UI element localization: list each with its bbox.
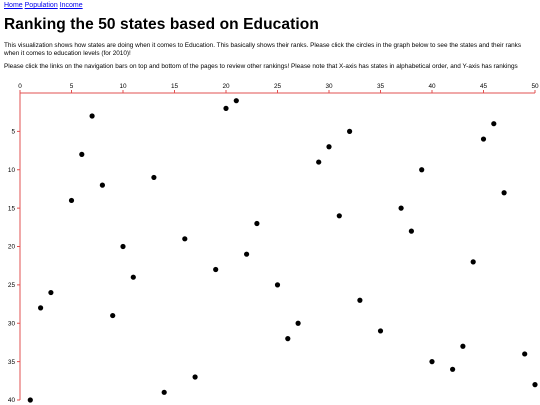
x-tick: 20 (222, 83, 230, 93)
data-point[interactable] (120, 243, 126, 250)
x-tick-label: 45 (480, 83, 488, 90)
data-point[interactable] (460, 343, 466, 349)
data-point[interactable] (110, 312, 116, 319)
x-tick: 0 (18, 83, 22, 93)
data-point[interactable] (161, 389, 167, 395)
data-point[interactable] (89, 113, 95, 119)
data-point[interactable] (429, 359, 435, 365)
x-tick-label: 50 (531, 83, 539, 90)
nav-link-population[interactable]: Population (24, 2, 58, 9)
scatter-chart: 0 5 10 15 20 25 30 35 40 45 50 5 10 15 20 25 30 35 40 (8, 83, 539, 404)
data-point[interactable] (316, 159, 322, 165)
y-tick-label: 5 (11, 129, 15, 136)
y-tick-label: 20 (8, 244, 16, 251)
data-point[interactable] (182, 236, 188, 242)
y-tick-label: 35 (8, 359, 16, 366)
x-tick-label: 40 (428, 83, 436, 90)
x-tick-label: 5 (70, 83, 74, 90)
data-point[interactable] (470, 259, 476, 265)
data-point[interactable] (377, 328, 384, 334)
x-tick-label: 35 (377, 83, 385, 90)
x-tick: 50 (531, 83, 539, 93)
data-point[interactable] (274, 282, 281, 288)
data-point[interactable] (357, 297, 363, 303)
y-tick: 30 (8, 320, 20, 327)
data-point[interactable] (38, 305, 44, 311)
y-tick-label: 40 (8, 397, 16, 404)
data-point[interactable] (223, 105, 229, 111)
data-point[interactable] (398, 205, 404, 211)
y-tick: 25 (8, 282, 20, 289)
y-tick-label: 30 (8, 320, 16, 327)
y-tick: 5 (11, 129, 20, 136)
data-point[interactable] (336, 213, 342, 219)
x-tick-label: 10 (119, 83, 127, 90)
x-tick-label: 20 (222, 83, 230, 90)
data-point[interactable] (68, 197, 75, 204)
nav-link-income[interactable]: Income (59, 2, 83, 9)
nav-link-home[interactable]: Home (4, 2, 23, 9)
data-point[interactable] (130, 274, 136, 280)
nav-bar: Home Population Income (4, 2, 83, 9)
data-point[interactable] (419, 167, 425, 173)
data-point[interactable] (192, 374, 198, 380)
y-tick: 35 (8, 359, 20, 366)
y-tick: 20 (8, 244, 20, 251)
data-point[interactable] (99, 182, 105, 188)
page-description: This visualization shows how states are … (4, 42, 522, 57)
y-axis: 5 10 15 20 25 30 35 40 (8, 93, 21, 404)
y-tick-label: 25 (8, 282, 16, 289)
data-point[interactable] (48, 289, 54, 296)
y-tick: 15 (8, 205, 20, 212)
data-points (27, 98, 538, 403)
x-tick: 15 (171, 83, 179, 93)
data-point[interactable] (27, 397, 33, 403)
data-point[interactable] (213, 266, 219, 273)
data-point[interactable] (151, 174, 157, 181)
x-tick-label: 0 (18, 83, 22, 90)
x-tick: 5 (70, 83, 74, 93)
data-point[interactable] (233, 98, 239, 104)
y-tick-label: 15 (8, 205, 16, 212)
data-point[interactable] (244, 251, 250, 257)
data-point[interactable] (285, 336, 291, 342)
x-tick-label: 25 (274, 83, 282, 90)
data-point[interactable] (480, 136, 487, 142)
data-point[interactable] (501, 190, 507, 196)
page-title: Ranking the 50 states based on Education (4, 16, 319, 33)
x-tick-label: 15 (171, 83, 179, 90)
data-point[interactable] (295, 320, 301, 326)
x-tick: 25 (274, 83, 282, 93)
x-tick: 45 (480, 83, 488, 93)
x-tick: 40 (428, 83, 436, 93)
page-note: Please click the links on the navigation… (4, 63, 518, 70)
x-tick: 30 (325, 83, 333, 93)
data-point[interactable] (522, 351, 528, 357)
data-point[interactable] (254, 220, 260, 227)
x-axis: 0 5 10 15 20 25 30 35 40 45 50 (18, 83, 539, 94)
data-point[interactable] (408, 228, 414, 234)
data-point[interactable] (326, 144, 332, 150)
x-tick-label: 30 (325, 83, 333, 90)
data-point[interactable] (450, 366, 456, 372)
data-point[interactable] (79, 151, 85, 157)
x-tick: 35 (377, 83, 385, 93)
data-point[interactable] (532, 382, 538, 388)
y-tick-label: 10 (8, 167, 16, 174)
data-point[interactable] (491, 121, 497, 127)
x-tick: 10 (119, 83, 127, 93)
y-tick: 40 (8, 397, 20, 404)
data-point[interactable] (347, 128, 353, 134)
y-tick: 10 (8, 167, 20, 174)
